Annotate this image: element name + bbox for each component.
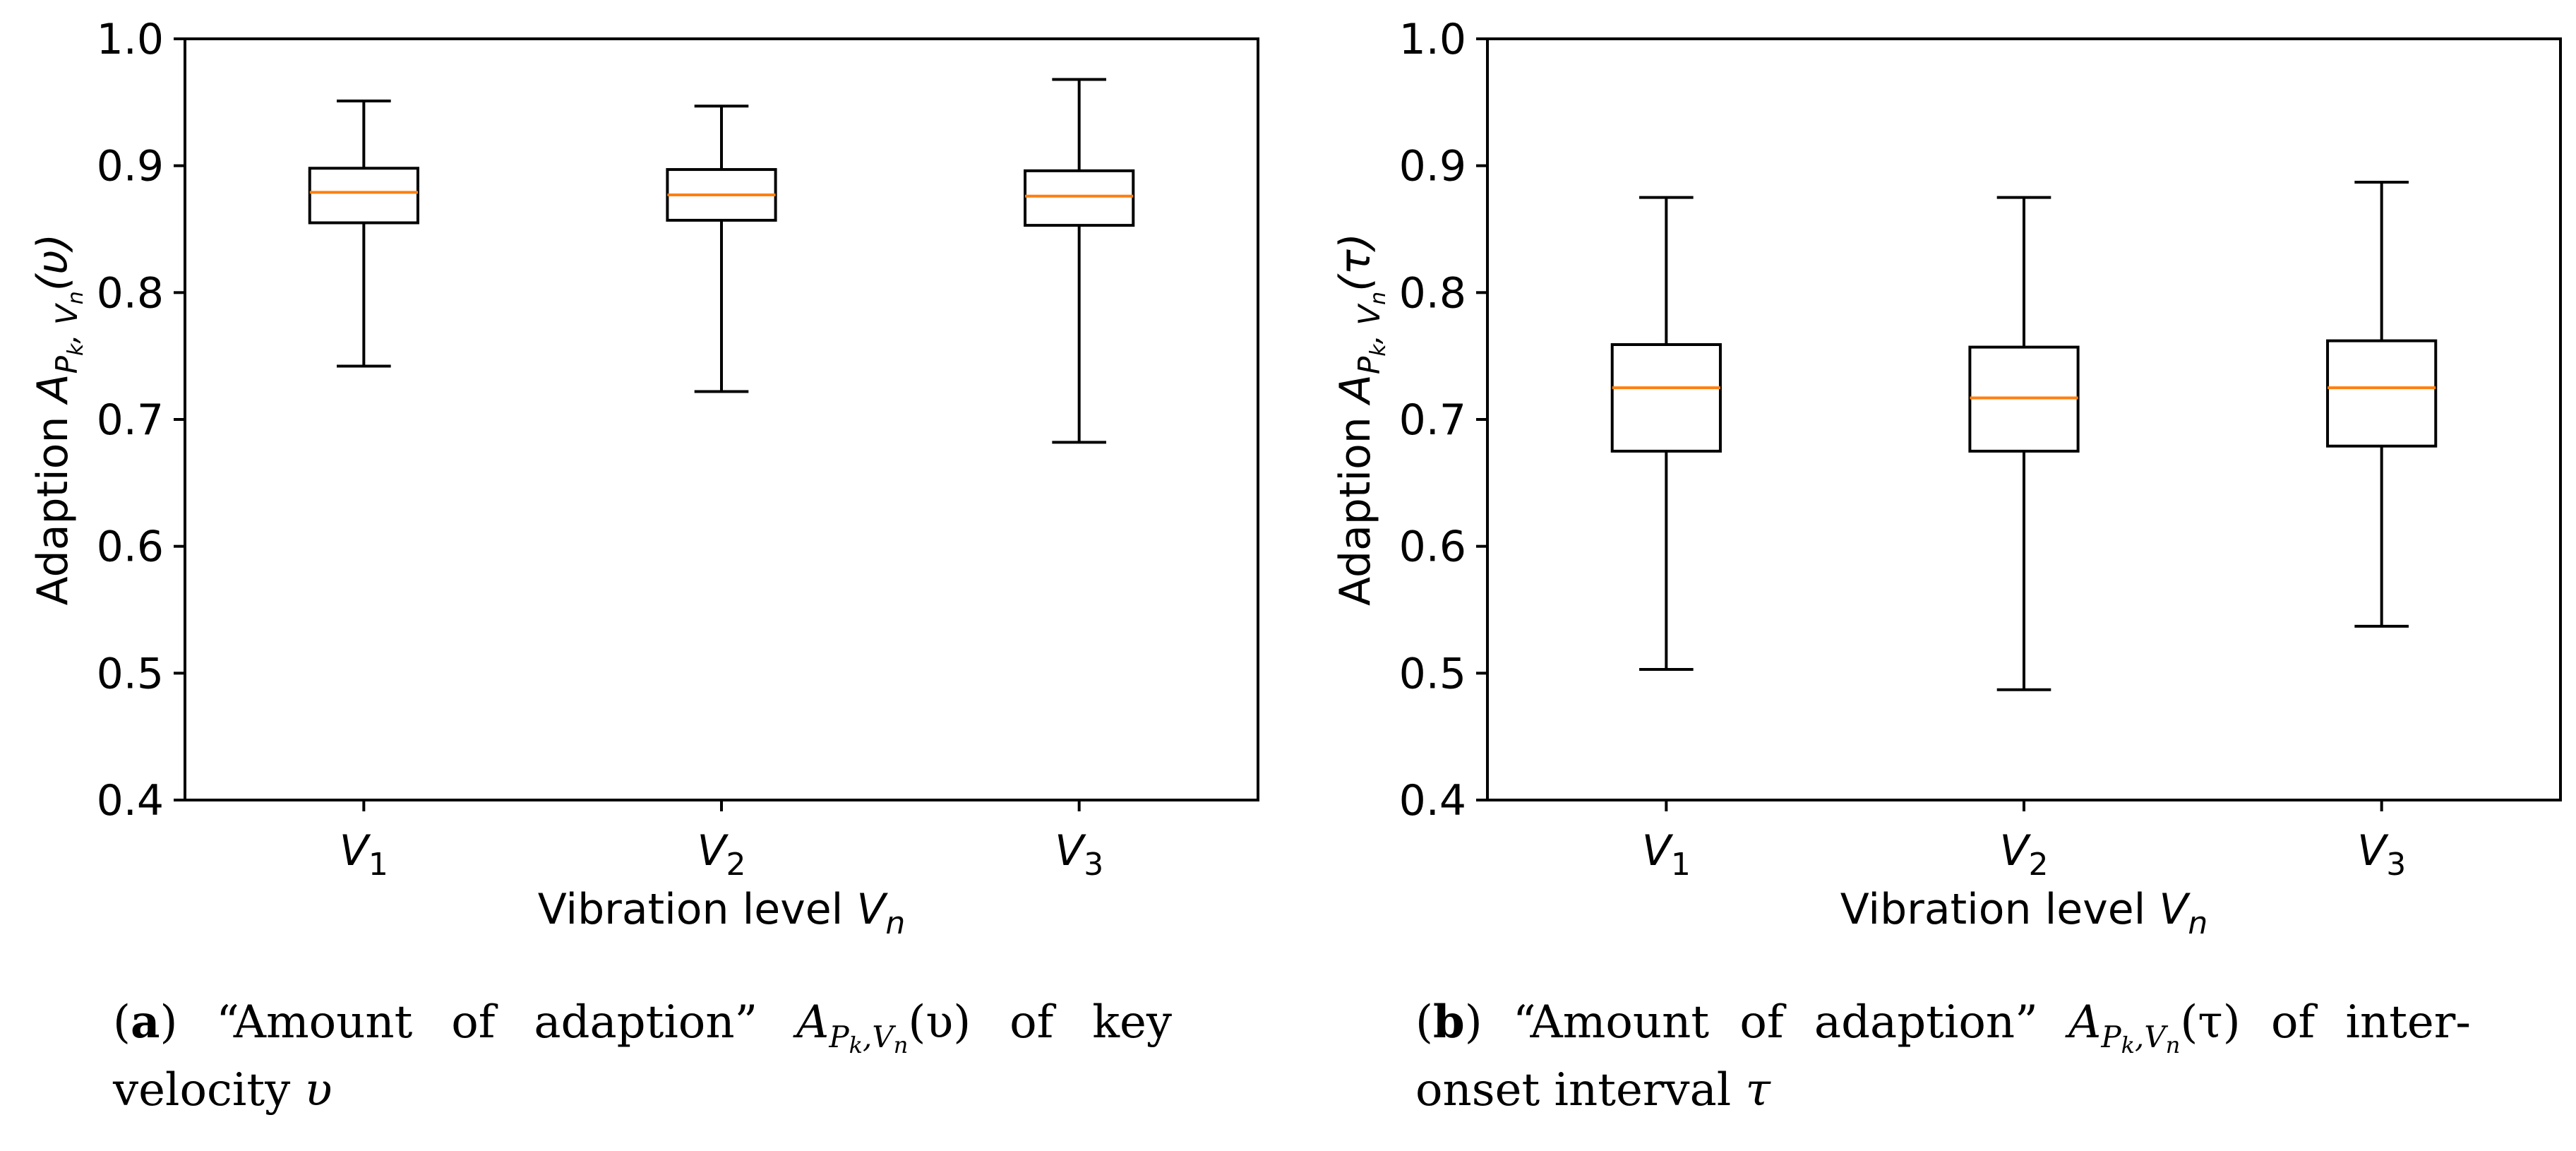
caption-b-var: τ <box>1745 1064 1771 1116</box>
caption-a: (a) “Amount of adaption” APk,Vn(υ) of ke… <box>113 996 1173 1116</box>
panel-b-ytick-label: 0.8 <box>1399 268 1466 318</box>
panel-a-box-1 <box>308 100 419 368</box>
panel-b-xlabel-symbol: V <box>2159 885 2191 934</box>
panel-b-xlabel-sub: n <box>2188 905 2207 941</box>
panel-a-ytick-label: 0.6 <box>97 523 164 572</box>
panel-a-xtick-sub: 2 <box>726 847 746 883</box>
panel-b-iqr-box <box>1610 342 1722 453</box>
panel-b-ytick-label: 0.4 <box>1399 776 1466 825</box>
panel-b-xtick-sub: 2 <box>2029 847 2049 883</box>
caption-a-math-symbol: A <box>796 996 829 1049</box>
panel-a-ytick-label: 1.0 <box>97 15 164 64</box>
panel-a-ylabel-arg: (υ) <box>28 234 78 292</box>
panel-a-ytick-label: 0.9 <box>97 142 164 191</box>
panel-a-ylabel-symbol: A <box>28 374 78 405</box>
caption-b-math-sub: P <box>2101 1020 2121 1054</box>
panel-b-xlabel: Vibration level Vn <box>1840 885 2208 941</box>
caption-a-math: APk,Vn <box>796 996 908 1056</box>
panel-a-xtick-symbol: V <box>1055 826 1086 876</box>
caption-b-math: APk,Vn <box>2068 996 2180 1056</box>
panel-a-ytick-label: 0.5 <box>97 649 164 698</box>
caption-a-math-sub: P <box>829 1020 849 1054</box>
panel-a-ylabel-text: Adaption <box>28 402 78 605</box>
panel-b-xtick-symbol: V <box>2357 826 2389 876</box>
panel-b-ytick-label: 0.9 <box>1399 142 1466 191</box>
panel-b-ylabel: Adaption APk, Vn(τ) <box>1331 233 1391 606</box>
caption-b-text-after: of inter-onset interval <box>1415 996 2472 1116</box>
panel-b-ylabel-symbol: A <box>1331 374 1380 406</box>
panel-b-iqr-box <box>2326 339 2438 448</box>
panel-b-xtick-sub: 3 <box>2386 847 2406 883</box>
panel-b-ytick-label: 1.0 <box>1399 15 1466 64</box>
panel-b-xtick-label: V1 <box>1642 826 1691 883</box>
panel-a-ylabel-subsub: k <box>64 342 88 356</box>
panel-b-ylabel-text: Adaption <box>1331 403 1380 606</box>
caption-a-math-sub-after: ,V <box>863 1020 894 1054</box>
panel-a-iqr-box <box>308 167 419 225</box>
panel-b-xtick-label: V2 <box>1999 826 2048 883</box>
panel-a-ytick-label: 0.7 <box>97 395 164 445</box>
panel-a-xtick-label: V3 <box>1055 826 1103 883</box>
panel-a-ylabel: Adaption APk, Vn(υ) <box>28 234 88 606</box>
panel-a-xtick-label: V1 <box>340 826 388 883</box>
caption-a-text-after: of key velocity <box>113 996 1173 1116</box>
panel-a-ytick-label: 0.8 <box>97 268 164 318</box>
caption-b-math-subsub: k <box>2121 1032 2135 1058</box>
caption-a-label: a <box>130 996 160 1049</box>
panel-a-box-2 <box>666 105 777 393</box>
panel-a-xtick-label: V2 <box>697 826 745 883</box>
panel-a-xlabel-symbol: V <box>856 885 888 934</box>
panel-a-xlabel: Vibration level Vn <box>538 885 906 941</box>
panel-b-xtick-symbol: V <box>1999 826 2031 876</box>
panel-a-xtick-sub: 3 <box>1084 847 1103 883</box>
panel-a-xtick-sub: 1 <box>369 847 388 883</box>
panel-a-ylabel-sub: P <box>49 355 84 374</box>
panel-b-ytick-label: 0.5 <box>1399 649 1466 698</box>
caption-b: (b) “Amount of adaption” APk,Vn(τ) of in… <box>1415 996 2472 1116</box>
panel-a-xtick-symbol: V <box>697 826 729 876</box>
panel-a-ytick-label: 0.4 <box>97 776 164 825</box>
panel-a-iqr-box <box>1024 169 1135 227</box>
panel-b-box-2 <box>1968 196 2080 691</box>
panel-b-xlabel-text: Vibration level <box>1840 885 2159 934</box>
panel-b-ylabel-arg: (τ) <box>1331 233 1380 292</box>
caption-a-math-subsub: k <box>849 1032 863 1058</box>
panel-b-xtick-symbol: V <box>1642 826 1674 876</box>
panel-a-xlabel-text: Vibration level <box>538 885 857 934</box>
caption-b-label: b <box>1432 996 1465 1049</box>
panel-b-box-3 <box>2326 181 2438 628</box>
caption-b-math-subsub2: n <box>2165 1032 2181 1058</box>
caption-b-math-arg: (τ) <box>2180 996 2241 1049</box>
panel-b-xtick-label: V3 <box>2357 826 2406 883</box>
caption-b-math-sub-after: ,V <box>2135 1020 2166 1054</box>
panel-b-ytick-label: 0.7 <box>1399 395 1466 445</box>
panel-a-ylabel-subsub2: n <box>64 291 88 304</box>
panel-a-xtick-symbol: V <box>340 826 371 876</box>
caption-a-text-before: “Amount of adaption” <box>177 996 797 1049</box>
panel-a-box-3 <box>1024 78 1135 444</box>
panel-b-ylabel-subsub: k <box>1366 343 1391 357</box>
panel-b-xtick-sub: 1 <box>1671 847 1691 883</box>
panel-b-ylabel-sub-after: , V <box>1352 303 1386 345</box>
caption-a-math-subsub2: n <box>893 1032 909 1058</box>
panel-b-ytick-label: 0.6 <box>1399 523 1466 572</box>
panel-a-xlabel-sub: n <box>885 905 905 941</box>
panel-b-ylabel-subsub2: n <box>1366 292 1391 305</box>
caption-b-text-before: “Amount of adaption” <box>1482 996 2069 1049</box>
caption-a-var: υ <box>304 1064 333 1116</box>
panel-a-ylabel-sub-after: , V <box>49 302 84 344</box>
panel-b-ylabel-sub: P <box>1352 356 1386 374</box>
caption-a-math-arg: (υ) <box>908 996 971 1049</box>
caption-b-math-symbol: A <box>2068 996 2102 1049</box>
panel-b-box-1 <box>1610 196 1722 671</box>
